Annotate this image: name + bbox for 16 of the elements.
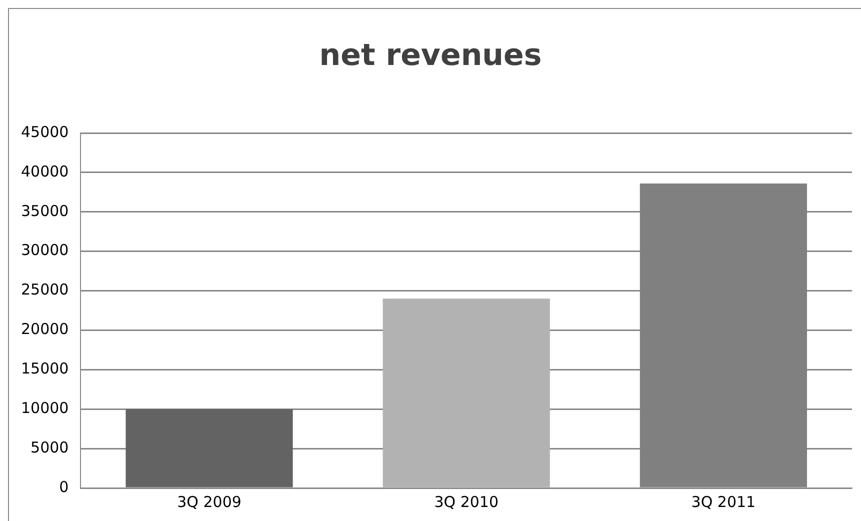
- y-tick-label: 0: [59, 478, 69, 496]
- y-tick-label: 35000: [21, 202, 69, 220]
- y-tick-label: 5000: [30, 438, 69, 456]
- chart-title: net revenues: [319, 38, 542, 73]
- x-tick-label: 3Q 2010: [434, 492, 499, 511]
- bar: [126, 409, 293, 488]
- y-tick-label: 40000: [21, 162, 69, 180]
- x-tick-label: 3Q 2009: [177, 492, 242, 511]
- y-tick-label: 45000: [21, 122, 69, 141]
- y-tick-label: 30000: [21, 241, 69, 260]
- y-tick-label: 10000: [21, 399, 69, 417]
- y-tick-label: 20000: [21, 320, 69, 338]
- y-tick-label: 25000: [21, 280, 69, 299]
- x-tick-label: 3Q 2011: [691, 492, 756, 511]
- y-tick-label: 15000: [21, 360, 69, 378]
- bar: [382, 298, 550, 488]
